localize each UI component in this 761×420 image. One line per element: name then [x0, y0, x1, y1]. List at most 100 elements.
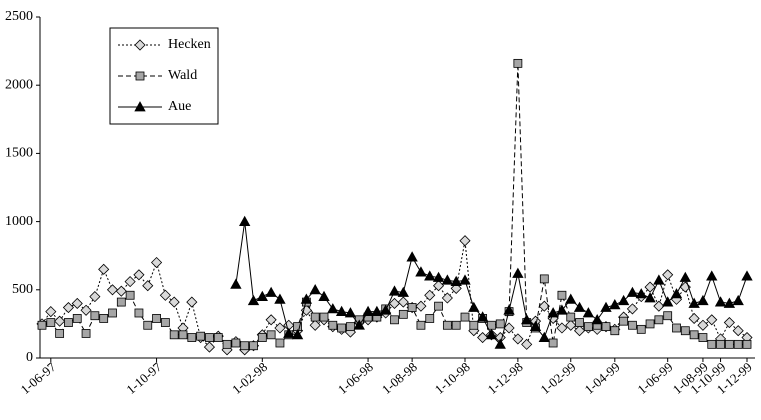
x-tick-label: 1-08-98 — [379, 359, 420, 397]
marker — [249, 341, 258, 351]
marker — [573, 325, 586, 337]
marker — [583, 322, 593, 332]
marker — [425, 314, 435, 323]
marker — [203, 341, 216, 353]
marker — [152, 314, 161, 323]
marker — [645, 319, 655, 329]
marker — [116, 297, 126, 307]
marker — [291, 328, 304, 340]
marker — [398, 309, 408, 319]
marker — [134, 308, 144, 318]
y-tick-label: 2000 — [5, 77, 33, 92]
x-tick-label: 1-10-97 — [123, 359, 165, 397]
marker — [679, 271, 691, 282]
marker — [529, 320, 542, 332]
marker — [538, 331, 550, 342]
marker — [697, 294, 709, 306]
marker — [538, 300, 550, 312]
marker — [72, 314, 82, 323]
marker — [266, 330, 276, 340]
marker — [344, 307, 357, 318]
marker — [451, 320, 461, 330]
marker — [362, 305, 374, 317]
marker — [388, 297, 401, 310]
marker — [644, 292, 656, 303]
marker — [689, 330, 699, 340]
marker — [265, 314, 277, 326]
legend-label: Aue — [168, 99, 191, 114]
marker — [424, 270, 436, 281]
marker — [573, 301, 586, 312]
marker — [521, 338, 533, 350]
marker — [231, 338, 241, 348]
marker — [732, 294, 744, 306]
marker — [442, 320, 452, 330]
marker — [46, 318, 56, 327]
marker — [274, 293, 286, 304]
marker — [468, 301, 480, 312]
marker — [98, 263, 110, 275]
marker — [397, 286, 409, 297]
marker — [143, 320, 153, 330]
marker — [424, 289, 436, 301]
marker — [512, 333, 524, 345]
marker — [390, 315, 399, 325]
marker — [575, 318, 584, 327]
marker — [142, 280, 154, 292]
marker — [178, 330, 188, 340]
marker — [275, 338, 285, 348]
marker — [434, 301, 443, 311]
marker — [310, 312, 320, 322]
y-tick-label: 500 — [12, 282, 33, 297]
legend-label: Wald — [168, 68, 197, 83]
marker — [160, 318, 170, 327]
marker — [626, 303, 639, 315]
marker — [62, 301, 75, 314]
marker — [328, 320, 338, 330]
marker — [108, 308, 117, 318]
marker — [707, 339, 717, 349]
marker — [619, 316, 629, 326]
marker — [168, 296, 180, 308]
marker — [187, 333, 197, 342]
y-tick-label: 1000 — [5, 214, 33, 229]
marker — [460, 312, 470, 322]
marker — [565, 293, 577, 304]
marker — [724, 339, 734, 349]
marker — [239, 215, 251, 227]
marker — [37, 320, 47, 330]
marker — [459, 274, 471, 285]
marker — [741, 270, 753, 281]
marker — [388, 285, 401, 296]
marker — [205, 333, 214, 342]
marker — [459, 235, 471, 247]
marker — [477, 331, 489, 344]
marker — [327, 303, 339, 314]
marker — [547, 307, 559, 318]
marker — [380, 304, 392, 315]
marker — [539, 274, 549, 284]
marker — [742, 339, 752, 349]
marker — [688, 312, 700, 325]
x-tick-label: 1-10-98 — [432, 359, 473, 397]
marker — [441, 274, 454, 285]
marker — [89, 291, 101, 303]
marker — [706, 314, 718, 326]
marker — [670, 288, 683, 299]
marker — [274, 322, 286, 334]
marker — [450, 275, 462, 287]
marker — [733, 339, 743, 349]
marker — [653, 300, 665, 312]
marker — [346, 322, 355, 332]
marker — [513, 58, 523, 68]
marker — [134, 39, 146, 51]
marker — [71, 297, 83, 310]
marker — [487, 320, 496, 330]
marker — [469, 320, 479, 330]
marker — [265, 286, 277, 297]
marker — [64, 318, 73, 327]
marker — [416, 320, 426, 330]
marker — [495, 319, 505, 329]
marker — [716, 339, 725, 349]
marker — [503, 304, 515, 315]
